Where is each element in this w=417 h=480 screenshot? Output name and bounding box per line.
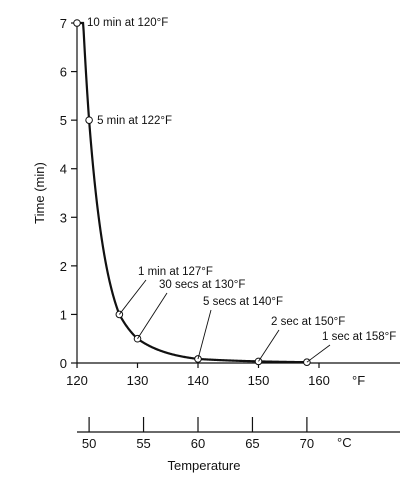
celsius-tick-label: 65: [245, 436, 259, 451]
y-axis-label: Time (min): [32, 162, 47, 224]
y-tick-label: 4: [60, 162, 67, 177]
fahrenheit-unit-label: °F: [352, 373, 365, 388]
celsius-tick-label: 70: [300, 436, 314, 451]
x-tick-label: 120: [66, 373, 88, 388]
celsius-tick-label: 55: [136, 436, 150, 451]
annotation-leader: [197, 309, 212, 360]
curve-layer: [77, 21, 307, 364]
chart-axes: [76, 21, 400, 433]
y-tick-label: 1: [60, 307, 67, 322]
celsius-tick-label: 50: [82, 436, 96, 451]
y-tick-label: 5: [60, 113, 67, 128]
chart-ticks: 0 1 2 3 4 5 6 7 120 130 140 150 160 50 55 60 65 70: [60, 16, 330, 451]
x-tick-label: 160: [308, 373, 330, 388]
annotation-leader: [306, 344, 331, 363]
y-tick-label: 7: [60, 16, 67, 31]
annotation-layer: 10 min at 120°F 5 min at 122°F 1 min at 12…: [87, 17, 396, 363]
annotation-leader: [118, 279, 147, 315]
y-tick-label: 0: [60, 356, 67, 371]
data-point: [73, 19, 81, 27]
point-annotation: 1 sec at 158°F: [322, 331, 396, 343]
point-annotation: 30 secs at 130°F: [159, 279, 245, 291]
point-annotation: 5 secs at 140°F: [203, 296, 283, 308]
point-annotation: 1 min at 127°F: [138, 266, 213, 278]
celsius-tick-label: 60: [191, 436, 205, 451]
x-tick-label: 150: [248, 373, 270, 388]
x-axis-label: Temperature: [168, 458, 241, 473]
y-tick-label: 6: [60, 65, 67, 80]
time-temperature-curve: [77, 21, 307, 364]
point-annotation: 2 sec at 150°F: [271, 316, 345, 328]
point-annotation: 5 min at 122°F: [97, 115, 172, 127]
point-annotation: 10 min at 120°F: [87, 17, 168, 29]
celsius-unit-label: °C: [337, 435, 352, 450]
data-point: [133, 334, 142, 343]
y-tick-label: 3: [60, 210, 67, 225]
annotation-leader: [258, 329, 280, 362]
x-tick-label: 130: [127, 373, 149, 388]
data-point: [194, 355, 202, 363]
x-tick-label: 140: [187, 373, 209, 388]
data-point: [85, 116, 93, 124]
points-layer: [73, 19, 311, 366]
y-tick-label: 2: [60, 259, 67, 274]
annotation-leader: [137, 292, 168, 339]
